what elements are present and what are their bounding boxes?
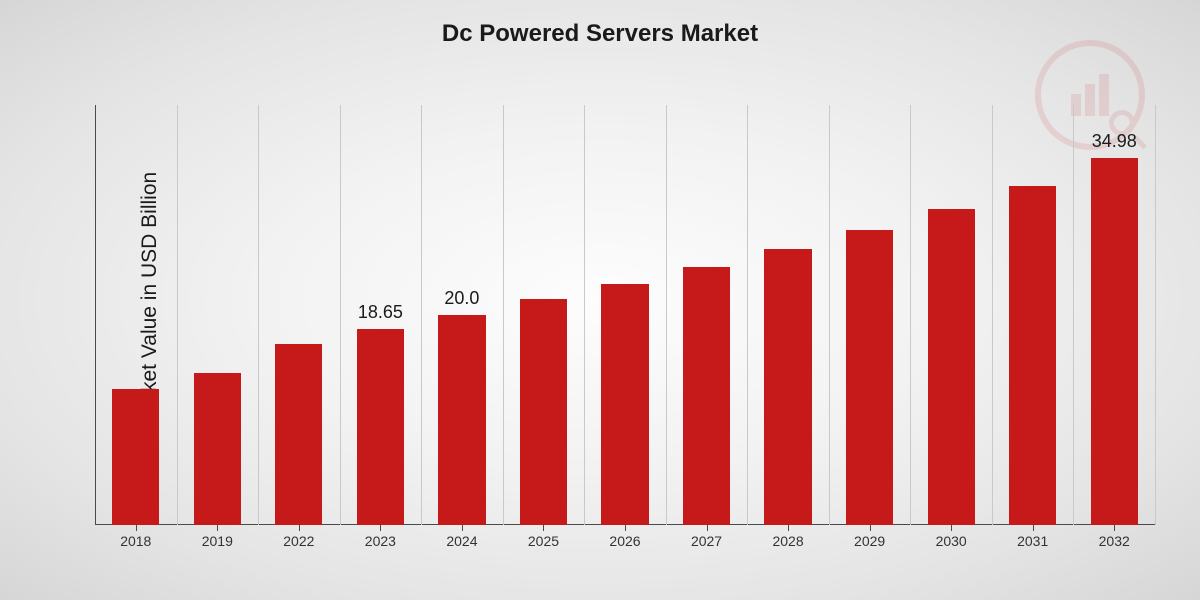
- bar-fill: [112, 389, 159, 526]
- x-tick-label: 2019: [202, 533, 233, 549]
- bar: [764, 249, 811, 525]
- y-axis-line: [95, 105, 96, 525]
- x-tick-label: 2031: [1017, 533, 1048, 549]
- bar-fill: [764, 249, 811, 525]
- bar-fill: [683, 267, 730, 525]
- vertical-gridline: [1155, 105, 1156, 525]
- x-tick-label: 2024: [446, 533, 477, 549]
- bar: [194, 373, 241, 525]
- vertical-gridline: [258, 105, 259, 525]
- x-tick-label: 2032: [1099, 533, 1130, 549]
- x-tick-label: 2029: [854, 533, 885, 549]
- bar-value-label: 34.98: [1092, 131, 1137, 152]
- vertical-gridline: [177, 105, 178, 525]
- x-tick-label: 2023: [365, 533, 396, 549]
- bar: [846, 230, 893, 525]
- vertical-gridline: [340, 105, 341, 525]
- bar-fill: [520, 299, 567, 525]
- bar-fill: [275, 344, 322, 525]
- bar: [520, 299, 567, 525]
- bar-fill: [846, 230, 893, 525]
- bar-fill: [601, 284, 648, 526]
- bar-value-label: 18.65: [358, 302, 403, 323]
- vertical-gridline: [666, 105, 667, 525]
- bar: [928, 209, 975, 525]
- vertical-gridline: [992, 105, 993, 525]
- bar: [112, 389, 159, 526]
- bar: 18.65: [357, 329, 404, 525]
- chart-title: Dc Powered Servers Market: [0, 20, 1200, 48]
- vertical-gridline: [1073, 105, 1074, 525]
- vertical-gridline: [584, 105, 585, 525]
- x-tick-label: 2022: [283, 533, 314, 549]
- bar: 34.98: [1091, 158, 1138, 525]
- bar: [1009, 186, 1056, 525]
- x-tick-label: 2018: [120, 533, 151, 549]
- bar: [601, 284, 648, 526]
- vertical-gridline: [910, 105, 911, 525]
- bar: [683, 267, 730, 525]
- x-axis-labels: 2018 2019 2022 2023 2024 2025 2026 2027 2028 2029…: [95, 525, 1155, 555]
- bar-fill: [1091, 158, 1138, 525]
- bar: [275, 344, 322, 525]
- bar-value-label: 20.0: [444, 288, 479, 309]
- bar-fill: [928, 209, 975, 525]
- x-tick-label: 2026: [609, 533, 640, 549]
- x-tick-label: 2025: [528, 533, 559, 549]
- x-tick-label: 2030: [936, 533, 967, 549]
- vertical-gridline: [503, 105, 504, 525]
- bar-fill: [438, 315, 485, 525]
- vertical-gridline: [829, 105, 830, 525]
- x-tick-label: 2027: [691, 533, 722, 549]
- bar-fill: [194, 373, 241, 525]
- vertical-gridline: [747, 105, 748, 525]
- x-tick-label: 2028: [772, 533, 803, 549]
- vertical-gridline: [421, 105, 422, 525]
- bar: 20.0: [438, 315, 485, 525]
- plot-area: 18.65 20.0 34.98: [95, 105, 1155, 525]
- bar-fill: [357, 329, 404, 525]
- chart-area: 18.6520.034.98 2018201920222023202420252…: [95, 105, 1170, 555]
- bar-fill: [1009, 186, 1056, 525]
